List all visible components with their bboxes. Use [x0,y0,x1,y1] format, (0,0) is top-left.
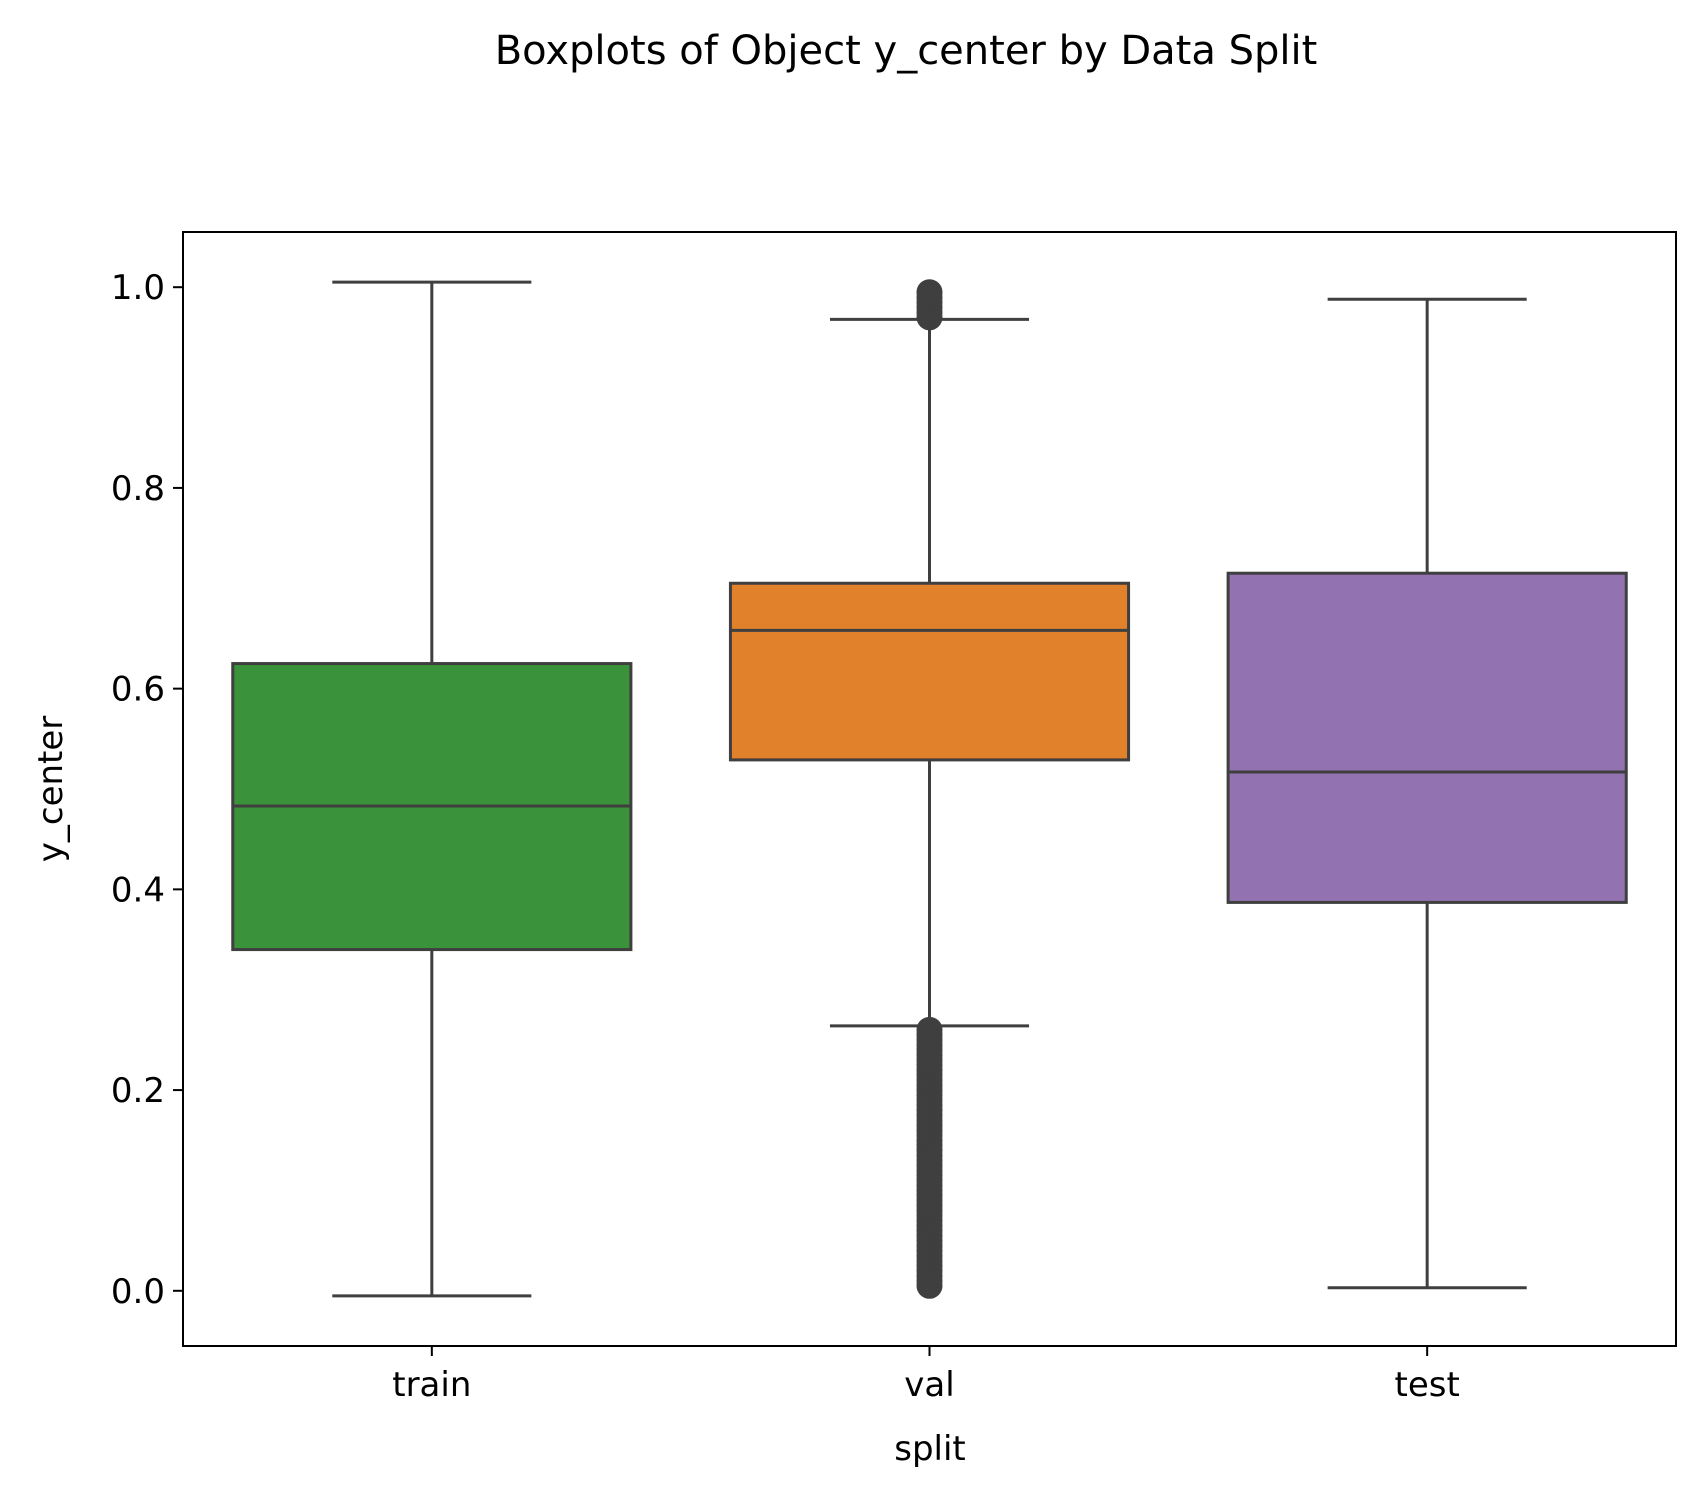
outlier-point [916,279,943,306]
box-train [231,280,633,1298]
plot-area [231,279,1628,1299]
x-tick-label: train [392,1365,471,1405]
y-tick-label: 0.8 [111,469,165,509]
box-test [1226,297,1628,1290]
box-iqr [728,581,1131,762]
y-tick-label: 1.0 [111,268,165,308]
x-tick-label: test [1395,1365,1460,1405]
y-tick-label: 0.4 [111,870,165,910]
chart-title: Boxplots of Object y_center by Data Spli… [495,28,1318,74]
y-tick-label: 0.0 [111,1272,165,1312]
x-tick-label: val [904,1365,954,1405]
outlier-point [916,1272,943,1299]
box-val [728,279,1131,1299]
box-iqr [1226,571,1628,904]
y-tick-label: 0.2 [111,1071,165,1111]
y-axis-label: y_center [31,716,71,863]
y-tick-label: 0.6 [111,670,165,710]
x-axis-label: split [894,1429,966,1469]
